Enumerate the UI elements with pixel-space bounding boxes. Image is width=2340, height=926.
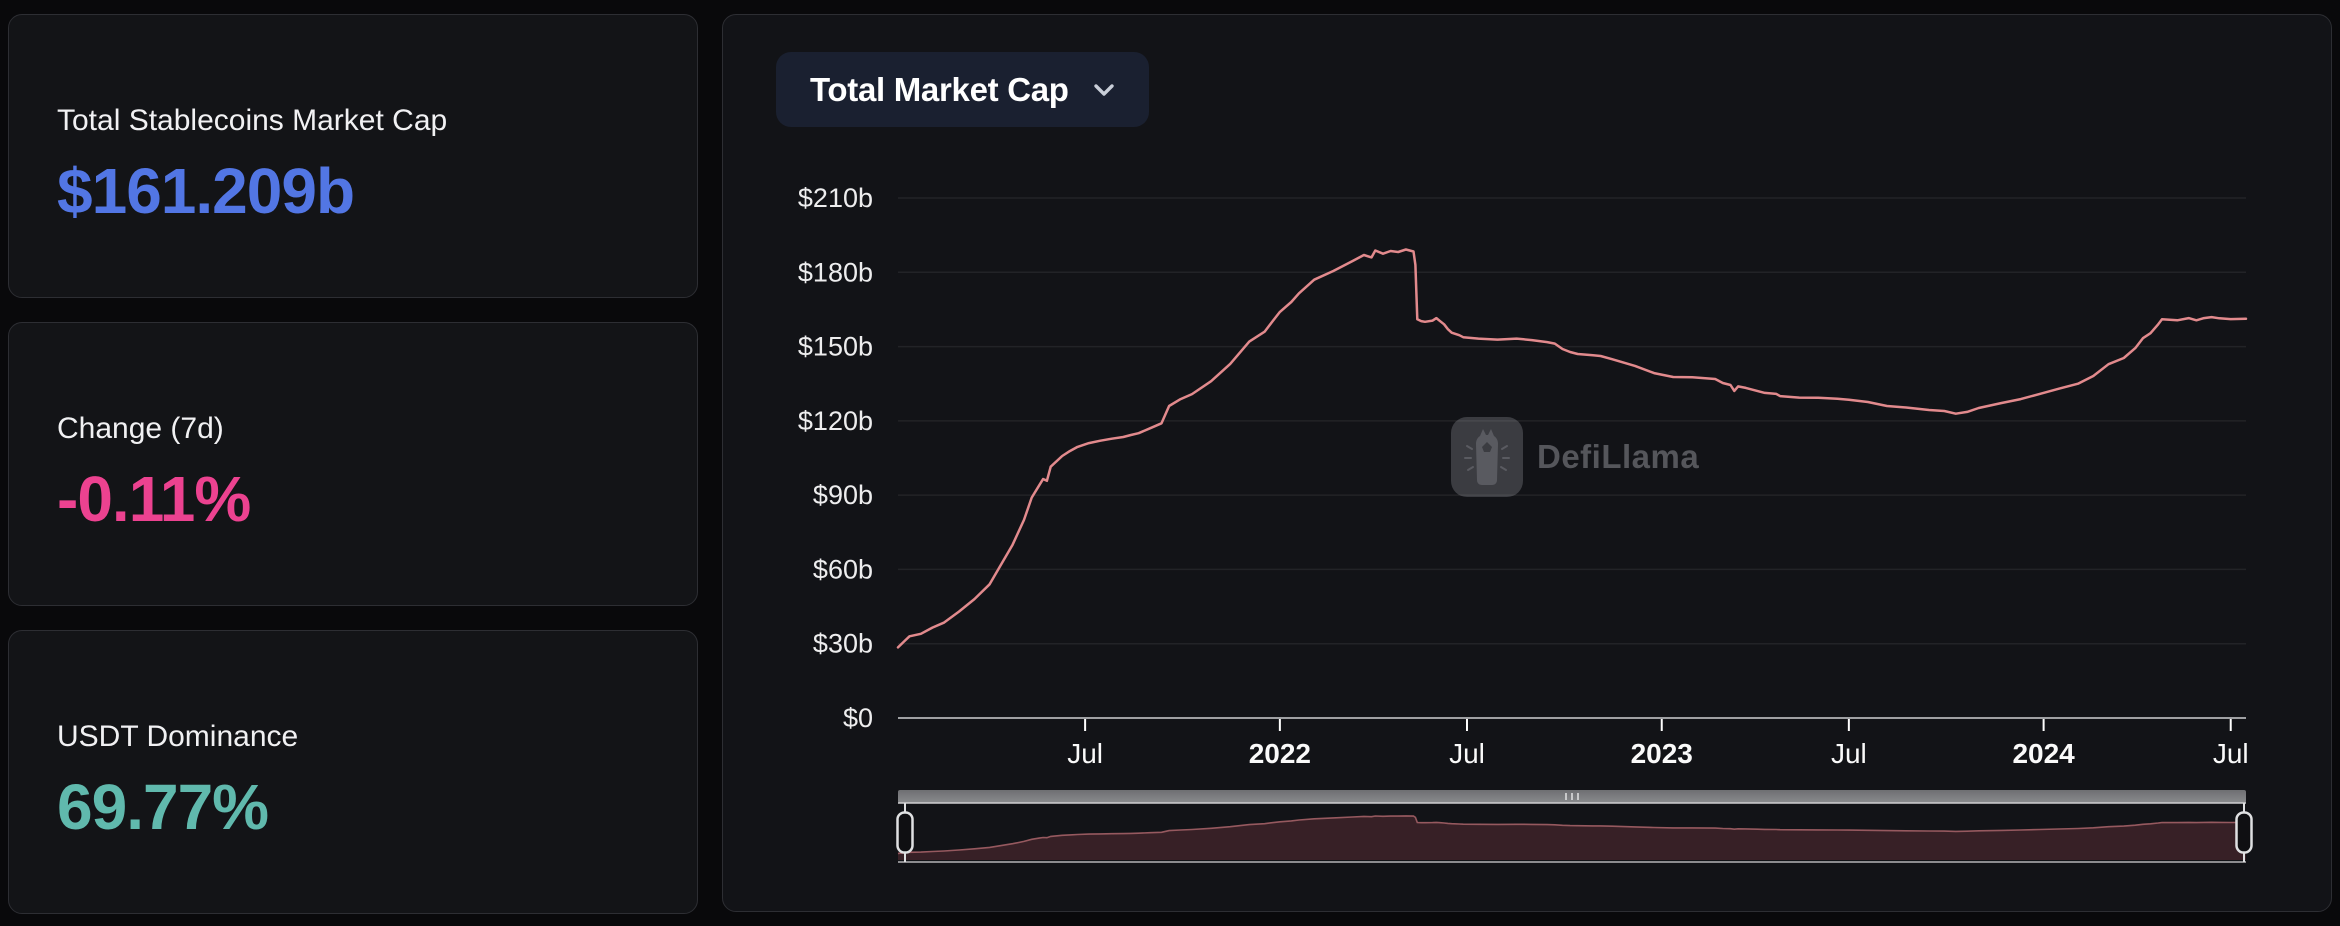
stat-title: Total Stablecoins Market Cap	[57, 104, 448, 137]
svg-text:$0: $0	[843, 703, 873, 733]
stat-title: USDT Dominance	[57, 720, 299, 753]
x-axis	[898, 717, 2246, 731]
svg-text:Jul: Jul	[1449, 738, 1485, 769]
svg-text:2022: 2022	[1249, 738, 1311, 769]
gridlines	[898, 197, 2246, 645]
stat-title: Change (7d)	[57, 412, 224, 445]
svg-text:$60b: $60b	[813, 554, 873, 584]
x-axis-labels: Jul 2022 Jul 2023 Jul 2024 Jul	[1067, 738, 2248, 769]
stat-card-usdt-dominance: USDT Dominance 69.77%	[8, 630, 698, 914]
svg-text:2023: 2023	[1631, 738, 1693, 769]
chart-metric-dropdown[interactable]: Total Market Cap	[776, 52, 1149, 127]
stat-card-total-market-cap: Total Stablecoins Market Cap $161.209b	[8, 14, 698, 298]
brush-handle-left[interactable]	[896, 803, 914, 862]
svg-text:$150b: $150b	[798, 332, 873, 362]
stat-value: -0.11%	[57, 463, 251, 535]
brush-mini-chart[interactable]	[897, 802, 2247, 863]
stat-value: $161.209b	[57, 155, 355, 227]
defillama-watermark: DefiLlama	[1451, 417, 1699, 497]
svg-text:Jul: Jul	[2213, 738, 2249, 769]
chevron-down-icon	[1093, 83, 1114, 96]
brush-handle-right[interactable]	[2235, 803, 2253, 862]
watermark-text: DefiLlama	[1537, 438, 1700, 475]
svg-text:Jul: Jul	[1831, 738, 1867, 769]
stat-card-change-7d: Change (7d) -0.11%	[8, 322, 698, 606]
svg-text:$90b: $90b	[813, 480, 873, 510]
svg-text:$120b: $120b	[798, 406, 873, 436]
svg-text:$210b: $210b	[798, 183, 873, 213]
svg-text:Jul: Jul	[1067, 738, 1103, 769]
market-cap-chart[interactable]: $0 $30b $60b $90b $120b $150b $180b $210b Jul 20…	[723, 15, 2333, 913]
svg-text:2024: 2024	[2012, 738, 2075, 769]
chart-panel: Total Market Cap DefiLlama	[722, 14, 2332, 912]
stat-value: 69.77%	[57, 771, 269, 843]
chart-metric-label: Total Market Cap	[810, 70, 1069, 108]
llama-logo-icon	[1451, 417, 1523, 497]
svg-text:$30b: $30b	[813, 629, 873, 659]
y-axis-labels: $0 $30b $60b $90b $120b $150b $180b $210b	[798, 183, 873, 733]
zoom-scrollbar[interactable]	[898, 790, 2246, 803]
market-cap-line-series	[896, 248, 2248, 649]
svg-text:$180b: $180b	[798, 257, 873, 287]
